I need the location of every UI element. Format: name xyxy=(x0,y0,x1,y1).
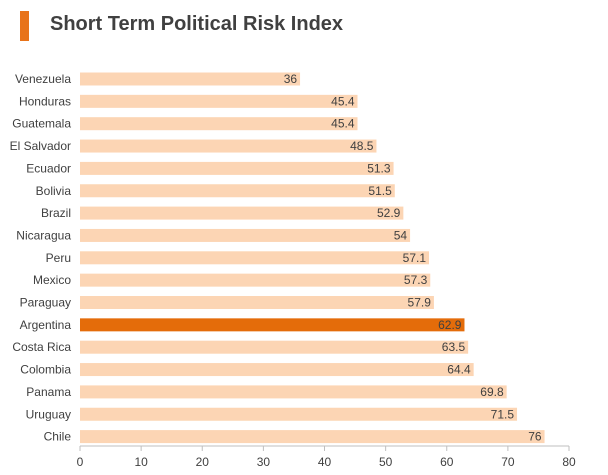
data-label: 57.3 xyxy=(404,273,428,287)
category-label: Guatemala xyxy=(12,117,71,131)
category-label: Venezuela xyxy=(15,72,71,86)
x-tick-label: 30 xyxy=(257,455,271,469)
bar-honduras xyxy=(80,94,358,108)
data-label: 51.3 xyxy=(367,161,391,175)
category-label: Chile xyxy=(44,430,72,444)
category-label: Ecuador xyxy=(26,161,71,175)
category-label: Brazil xyxy=(41,206,71,220)
bar-brazil xyxy=(80,206,404,220)
x-tick-label: 40 xyxy=(318,455,332,469)
data-label: 54 xyxy=(394,228,408,242)
category-label: Paraguay xyxy=(20,296,71,310)
bar-panama xyxy=(80,385,507,399)
x-tick-label: 80 xyxy=(562,455,576,469)
data-label: 76 xyxy=(528,430,542,444)
bar-costa-rica xyxy=(80,340,469,354)
bar-venezuela xyxy=(80,72,301,86)
data-label: 57.9 xyxy=(408,296,432,310)
category-label: Mexico xyxy=(33,273,71,287)
bar-paraguay xyxy=(80,296,434,309)
data-label: 57.1 xyxy=(403,251,427,265)
bar-chile xyxy=(80,430,545,444)
category-label: Colombia xyxy=(20,363,71,377)
bar-nicaragua xyxy=(80,228,411,242)
bar-mexico xyxy=(80,273,431,287)
x-tick-label: 50 xyxy=(379,455,393,469)
data-label: 36 xyxy=(284,72,298,86)
bar-colombia xyxy=(80,363,474,377)
data-label: 62.9 xyxy=(438,318,462,332)
data-label: 45.4 xyxy=(331,94,355,108)
x-tick-label: 70 xyxy=(501,455,515,469)
data-label: 48.5 xyxy=(350,139,374,153)
chart-title: Short Term Political Risk Index xyxy=(50,13,344,35)
category-label: Panama xyxy=(26,385,71,399)
bar-argentina xyxy=(80,318,465,332)
category-label: Nicaragua xyxy=(16,228,71,242)
data-label: 51.5 xyxy=(368,184,392,198)
category-label: Bolivia xyxy=(36,184,72,198)
category-label: Honduras xyxy=(19,94,71,108)
category-label: Uruguay xyxy=(26,407,71,421)
category-label: El Salvador xyxy=(10,139,71,153)
x-tick-label: 60 xyxy=(440,455,454,469)
data-label: 69.8 xyxy=(480,385,504,399)
category-label: Peru xyxy=(46,251,71,265)
x-tick-label: 10 xyxy=(134,455,148,469)
x-tick-label: 0 xyxy=(77,455,84,469)
bar-el-salvador xyxy=(80,139,377,153)
data-label: 64.4 xyxy=(447,363,471,377)
bar-guatemala xyxy=(80,117,358,131)
category-label: Argentina xyxy=(20,318,72,332)
data-label: 52.9 xyxy=(377,206,401,220)
data-label: 63.5 xyxy=(442,340,466,354)
x-tick-label: 20 xyxy=(196,455,210,469)
bar-ecuador xyxy=(80,161,394,175)
title-accent-bar xyxy=(20,11,29,41)
category-label: Costa Rica xyxy=(12,340,71,354)
data-label: 71.5 xyxy=(491,407,515,421)
bar-bolivia xyxy=(80,184,395,198)
bar-peru xyxy=(80,251,430,265)
data-label: 45.4 xyxy=(331,117,355,131)
bar-uruguay xyxy=(80,407,518,421)
